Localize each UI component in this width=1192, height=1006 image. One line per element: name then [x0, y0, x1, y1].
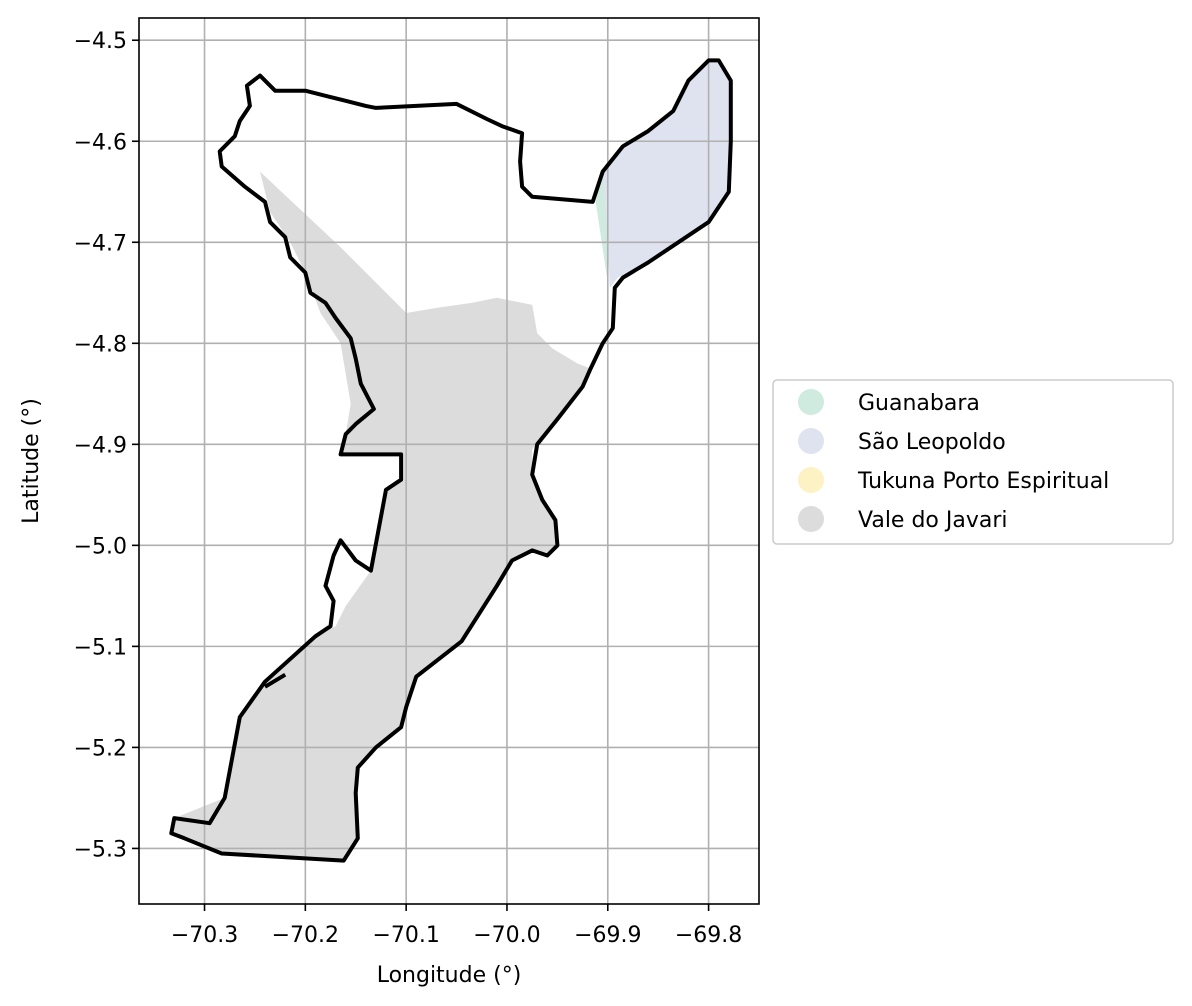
y-tick-label: −4.8: [74, 332, 127, 357]
x-tick-label: −70.0: [473, 923, 540, 948]
boundary-fragment: [263, 672, 287, 689]
region-sao-leopoldo: [602, 60, 731, 288]
y-axis-ticks: −4.5 −4.6 −4.7 −4.8 −4.9 −5.0 −5.1 −5.2 −5.3: [74, 29, 139, 862]
x-tick-label: −70.2: [272, 923, 339, 948]
legend-marker-sao-leopoldo: [798, 428, 824, 454]
legend-label-sao-leopoldo: São Leopoldo: [858, 430, 1006, 455]
legend-label-tukuna-porto-espiritual: Tukuna Porto Espiritual: [857, 469, 1109, 494]
y-tick-label: −4.6: [74, 130, 127, 155]
legend-marker-tukuna-porto-espiritual: [798, 467, 824, 493]
x-axis-ticks: −70.3 −70.2 −70.1 −70.0 −69.9 −69.8: [171, 904, 742, 948]
legend-label-guanabara: Guanabara: [858, 391, 980, 416]
legend: Guanabara São Leopoldo Tukuna Porto Espiri…: [772, 379, 1174, 545]
x-tick-label: −70.1: [372, 923, 439, 948]
plot-frame: [138, 17, 760, 905]
legend-frame: [772, 379, 1174, 545]
x-axis-title: Longitude (°): [377, 963, 522, 988]
x-tick-label: −69.9: [574, 923, 641, 948]
x-tick-label: −70.3: [171, 923, 238, 948]
y-axis-title: Latitude (°): [19, 398, 44, 524]
plot-area: [138, 17, 760, 905]
territory-boundary: [169, 58, 733, 863]
y-tick-label: −5.2: [74, 736, 127, 761]
x-tick-label: −69.8: [675, 923, 742, 948]
y-tick-label: −4.7: [74, 231, 127, 256]
y-tick-label: −5.3: [74, 837, 127, 862]
y-tick-label: −5.0: [74, 534, 127, 559]
region-guanabara: [595, 171, 610, 283]
legend-label-vale-do-javari: Vale do Javari: [858, 508, 1008, 533]
y-tick-label: −4.9: [74, 433, 127, 458]
legend-marker-guanabara: [798, 389, 824, 415]
legend-marker-vale-do-javari: [798, 506, 824, 532]
y-tick-label: −4.5: [74, 29, 127, 54]
grid-layer: [139, 18, 759, 904]
boundary-layer: [169, 58, 733, 863]
y-tick-label: −5.1: [74, 635, 127, 660]
